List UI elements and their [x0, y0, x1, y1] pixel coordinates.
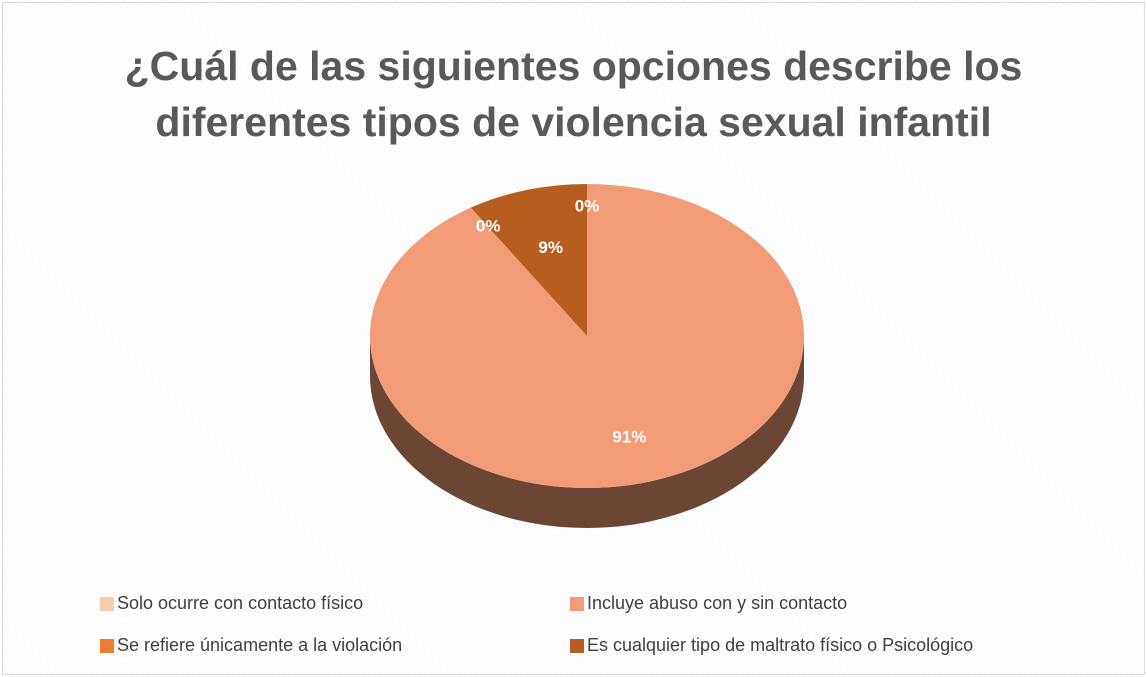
- slice: [470, 184, 587, 336]
- legend-swatch: [570, 639, 584, 653]
- legend-label: Se refiere únicamente a la violación: [117, 635, 402, 655]
- data-label: 0%: [476, 216, 501, 235]
- legend-swatch: [100, 597, 114, 611]
- legend-label: Solo ocurre con contacto físico: [117, 593, 363, 613]
- data-label: 0%: [575, 196, 600, 215]
- legend-swatch: [570, 597, 584, 611]
- slice-side: [370, 336, 804, 528]
- legend-label: Es cualquier tipo de maltrato físico o P…: [587, 635, 973, 655]
- chart-title: ¿Cuál de las siguientes opciones describ…: [124, 43, 1023, 145]
- data-label: 9%: [538, 238, 563, 257]
- legend-swatch: [100, 639, 114, 653]
- data-label: 91%: [612, 428, 646, 447]
- legend-label: Incluye abuso con y sin contacto: [587, 593, 847, 613]
